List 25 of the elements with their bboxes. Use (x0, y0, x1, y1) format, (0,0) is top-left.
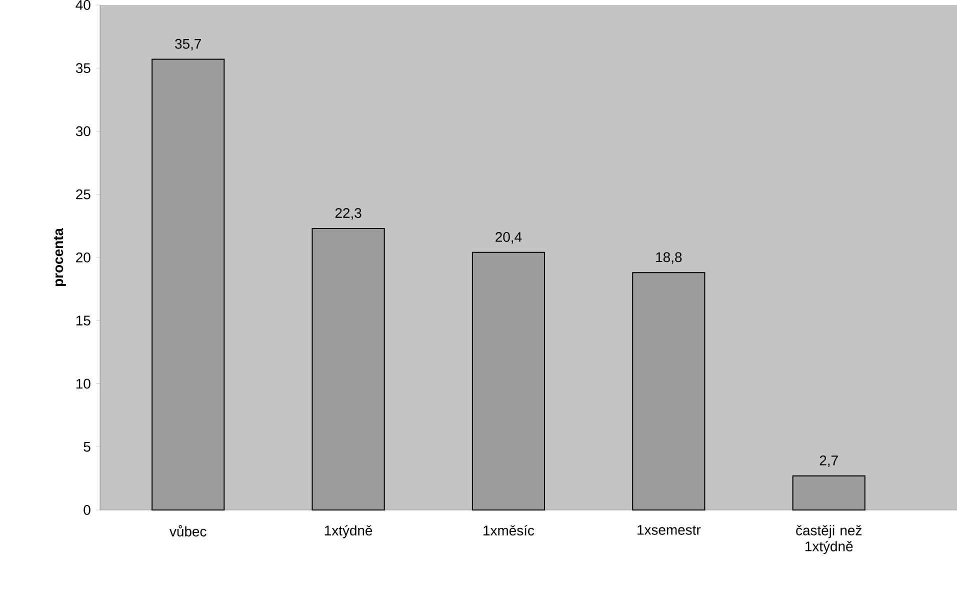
x-tick-label: vůbec (170, 525, 206, 536)
bar (472, 252, 546, 510)
data-label: 18,8 (656, 252, 682, 264)
data-label: 2,7 (820, 456, 838, 468)
x-tick-label: častěji než 1xtýdně (796, 525, 862, 554)
y-tick-label: 25 (76, 189, 90, 200)
x-tick-label: 1xsemestr (638, 525, 701, 535)
data-label: 22,3 (335, 208, 362, 220)
x-tick-label: 1xtýdně (324, 525, 372, 538)
y-tick-label: 20 (76, 252, 90, 262)
bar (152, 58, 225, 510)
y-tick-label: 0 (84, 505, 90, 515)
y-tick-label: 30 (76, 126, 90, 136)
y-tick-label: 15 (76, 316, 90, 326)
y-tick-label: 35 (76, 63, 90, 74)
data-label: 20,4 (496, 232, 522, 244)
y-tick-label: 40 (76, 0, 90, 10)
bar (792, 475, 866, 510)
x-tick-label: 1xměsíc (484, 525, 534, 536)
data-label: 35,7 (175, 38, 201, 50)
bar (312, 228, 385, 510)
y-tick-label: 10 (76, 378, 90, 389)
y-axis-title: procenta (54, 228, 66, 286)
y-tick-label: 5 (84, 442, 90, 452)
bar (632, 272, 706, 510)
